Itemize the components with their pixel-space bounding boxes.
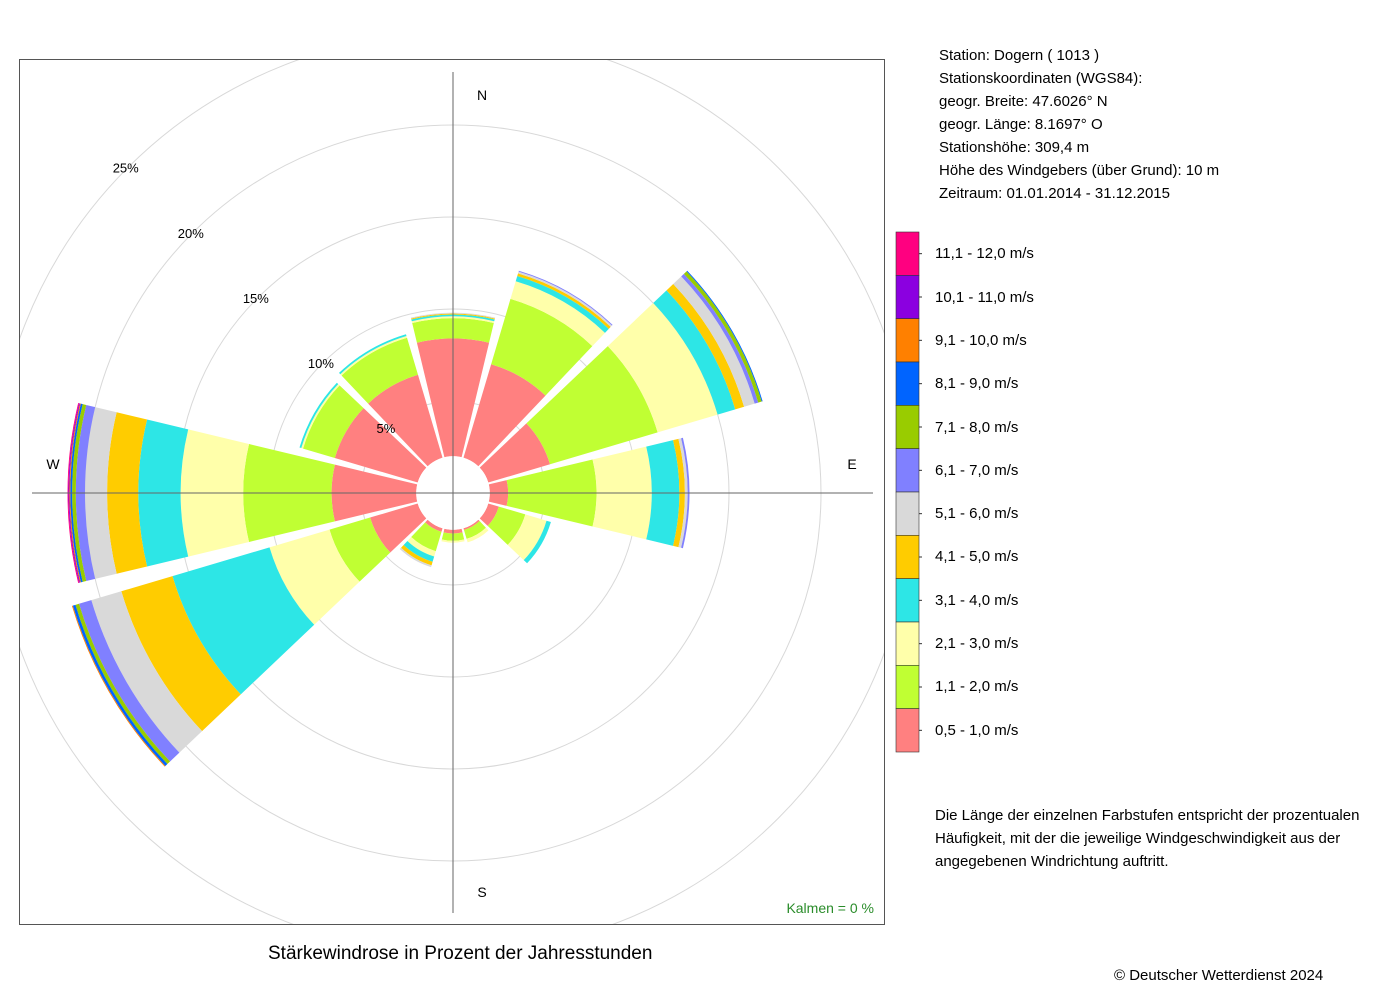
legend-label: 3,1 - 4,0 m/s [935,592,1019,609]
sector-band [526,346,658,465]
compass-label-east: E [847,456,856,472]
legend-swatch [895,535,920,579]
legend-swatch [895,405,920,449]
sector-band [67,403,80,583]
radial-tick-label: 25% [113,161,139,176]
legend-swatch [895,665,920,709]
legend-swatch [895,361,920,406]
legend-label: 0,5 - 1,0 m/s [935,722,1019,739]
sector-band [403,541,435,562]
wind-sectors [67,270,763,767]
radial-tick-labels: 5% 10% 15% 20% 25% [113,161,396,436]
sector-band [411,314,495,322]
legend-swatch [895,621,920,666]
sector-band [463,364,546,467]
sector-band [666,284,745,410]
compass-label-west: W [46,456,60,472]
sector-band [269,529,360,625]
calms-label: Kalmen = 0 % [786,900,874,916]
sector-band [329,517,391,582]
sector-band [370,503,427,553]
sector-band [334,408,427,483]
legend-swatch [895,231,920,276]
legend-label: 10,1 - 11,0 m/s [935,289,1034,306]
sector-band [70,403,83,583]
sector-band [172,547,315,695]
legend-label: 7,1 - 8,0 m/s [935,419,1019,436]
chart-caption: Stärkewindrose in Prozent der Jahresstun… [268,943,653,964]
station-info-line: Station: Dogern ( 1013 ) [939,47,1100,64]
sector-band [487,506,526,545]
legend-swatch [895,491,920,536]
wind-rose-plot-frame: 5% 10% 15% 20% 25% N S W E Kalmen = 0 % [19,59,885,925]
explanation-note: Die Länge der einzelnen Farbstufen entsp… [935,807,1360,870]
legend-swatch [895,318,920,363]
sector-band [425,519,443,532]
sector-band [399,547,432,568]
sector-band [479,423,551,483]
sector-band [507,514,547,561]
sector-band [75,404,96,582]
sector-band [411,522,442,552]
sector-band [463,519,480,531]
sector-band [653,290,736,415]
legend-label: 11,1 - 12,0 m/s [935,245,1034,262]
legend-swatch [895,578,920,623]
sector-band [491,298,593,396]
sector-band [411,313,495,320]
compass-label-south: S [477,884,486,900]
legend-label: 9,1 - 10,0 m/s [935,332,1027,349]
legend-label: 8,1 - 9,0 m/s [935,375,1019,392]
radial-tick-label: 20% [178,226,204,241]
sector-band [678,438,688,548]
sector-band [515,275,609,333]
sector-band [121,576,241,732]
sector-band [72,404,87,582]
compass-label-north: N [477,87,487,103]
sector-band [466,527,489,543]
station-info-line: Zeitraum: 01.01.2014 - 31.12.2015 [939,185,1170,202]
legend-label: 5,1 - 6,0 m/s [935,505,1019,522]
sector-band [517,273,611,329]
sector-band [368,374,443,467]
station-info-line: Höhe des Windgebers (über Grund): 10 m [939,162,1220,179]
sector-band [607,303,718,433]
sector-band [673,276,755,407]
sector-band [91,591,203,753]
sector-band [523,520,551,564]
legend-swatch [895,708,920,753]
radial-tick-label: 15% [243,291,269,306]
sector-band [479,503,499,526]
legend-color-bar [895,231,922,753]
copyright-notice: © Deutscher Wetterdienst 2024 [1114,967,1324,984]
legend-label: 6,1 - 7,0 m/s [935,462,1019,479]
sector-band [673,438,685,548]
station-info-line: Stationskoordinaten (WGS84): [939,70,1143,87]
sector-band [69,403,81,583]
sector-band [341,337,418,404]
sector-band [303,385,364,458]
legend-swatch [895,275,920,319]
legend-label: 4,1 - 5,0 m/s [935,548,1019,565]
sector-band [411,316,495,324]
sector-band [410,312,496,319]
sector-band [510,281,605,347]
station-info-line: geogr. Breite: 47.6026° N [939,93,1108,110]
radial-tick-label: 5% [377,421,396,436]
sector-band [401,545,433,566]
compass-axes [32,72,873,913]
sector-band [407,537,436,557]
legend-label: 2,1 - 3,0 m/s [935,635,1019,652]
radial-tick-label: 10% [308,356,334,371]
legend-swatch [895,448,920,493]
sector-band [78,600,180,762]
station-info-line: Stationshöhe: 309,4 m [939,139,1090,156]
sector-band [301,384,340,449]
legend-label: 1,1 - 2,0 m/s [935,678,1019,695]
sector-band [463,521,486,539]
station-info-line: geogr. Länge: 8.1697° O [939,116,1103,133]
sector-band [681,437,690,549]
sector-band [68,403,80,583]
wind-rose-chart: 5% 10% 15% 20% 25% N S W E Kalmen = 0 % [20,60,884,924]
